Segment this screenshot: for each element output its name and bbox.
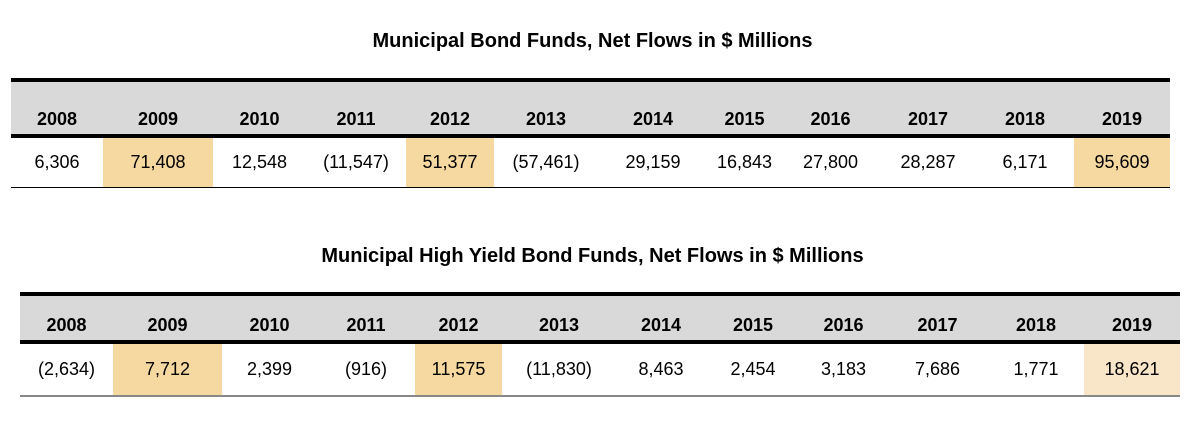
header-rule: [20, 340, 1180, 344]
cell-2013: (11,830): [526, 359, 592, 379]
table-title-muni-bond: Municipal Bond Funds, Net Flows in $ Mil…: [372, 30, 813, 52]
column-header-2008: 2008: [46, 315, 87, 335]
column-header-2017: 2017: [917, 315, 958, 335]
column-header-2011: 2011: [336, 109, 376, 129]
column-header-2008: 2008: [36, 109, 78, 129]
muni-high-yield-flows-table: 2008 2009 2010 2011 2012 2013 2014 2015 2016 2017…: [20, 292, 1180, 397]
cell-2017: 28,287: [900, 152, 956, 172]
cell-2017: 7,686: [914, 359, 961, 379]
cell-2010: 2,399: [246, 359, 293, 379]
cell-2010: 12,548: [231, 152, 288, 172]
data-row: (2,634) 7,712 2,399 (916) 11,575 (11,830) 8,46…: [20, 344, 1180, 395]
bottom-rule: [11, 187, 1170, 188]
column-header-2009: 2009: [137, 109, 179, 129]
cell-2016: 3,183: [820, 359, 867, 379]
column-header-2012: 2012: [429, 109, 471, 129]
column-header-2019: 2019: [1111, 315, 1153, 335]
header-row: 2008 2009 2010 2011 2012 2013 2014 2015 2016 2017…: [20, 296, 1180, 340]
header-row: 2008 2009 2010 2011 2012 2013 2014 2015 2016 2017…: [11, 82, 1170, 134]
column-header-2010: 2010: [249, 315, 290, 335]
top-rule: [11, 78, 1170, 82]
cell-2019: 18,621: [1084, 344, 1180, 395]
cell-2014: 29,159: [625, 152, 681, 172]
cell-2015: 2,454: [730, 359, 776, 379]
cell-2018: 6,171: [1002, 152, 1048, 172]
column-header-2015: 2015: [732, 315, 774, 335]
cell-2012: 11,575: [415, 344, 502, 395]
column-header-2013: 2013: [538, 315, 580, 335]
column-header-2014: 2014: [632, 109, 674, 129]
cell-2008: 6,306: [34, 152, 80, 172]
cell-2015: 16,843: [716, 152, 773, 172]
cell-2009: 71,408: [103, 138, 213, 187]
cell-2014: 8,463: [638, 359, 684, 379]
column-header-2017: 2017: [907, 109, 949, 129]
column-header-2015: 2015: [724, 109, 765, 129]
column-header-2010: 2010: [239, 109, 280, 129]
column-header-2016: 2016: [823, 315, 864, 335]
column-header-2012: 2012: [438, 315, 479, 335]
cell-2018: 1,771: [1013, 359, 1059, 379]
column-header-2016: 2016: [810, 109, 851, 129]
column-header-2014: 2014: [640, 315, 682, 335]
column-header-2013: 2013: [525, 109, 567, 129]
column-header-2018: 2018: [1015, 315, 1057, 335]
bottom-rule: [20, 395, 1180, 397]
column-header-2009: 2009: [147, 315, 188, 335]
column-header-2019: 2019: [1101, 109, 1143, 129]
cell-2011: (11,547): [323, 152, 389, 172]
header-rule: [11, 134, 1170, 138]
cell-2011: (916): [344, 359, 388, 379]
top-rule: [20, 292, 1180, 296]
cell-2009: 7,712: [113, 344, 222, 395]
cell-2013: (57,461): [512, 152, 580, 172]
cell-2016: 27,800: [802, 152, 859, 172]
muni-bond-flows-table: 2008 2009 2010 2011 2012 2013 2014 2015 2016 2017…: [11, 78, 1170, 188]
column-header-2018: 2018: [1004, 109, 1046, 129]
table-title-muni-high-yield: Municipal High Yield Bond Funds, Net Flo…: [321, 245, 864, 267]
column-header-2011: 2011: [346, 315, 386, 335]
cell-2012: 51,377: [406, 138, 494, 187]
cell-2008: (2,634): [37, 359, 96, 379]
data-row: 6,306 71,408 12,548 (11,547) 51,377 (57,461) 2…: [11, 138, 1170, 187]
cell-2019: 95,609: [1074, 138, 1170, 187]
